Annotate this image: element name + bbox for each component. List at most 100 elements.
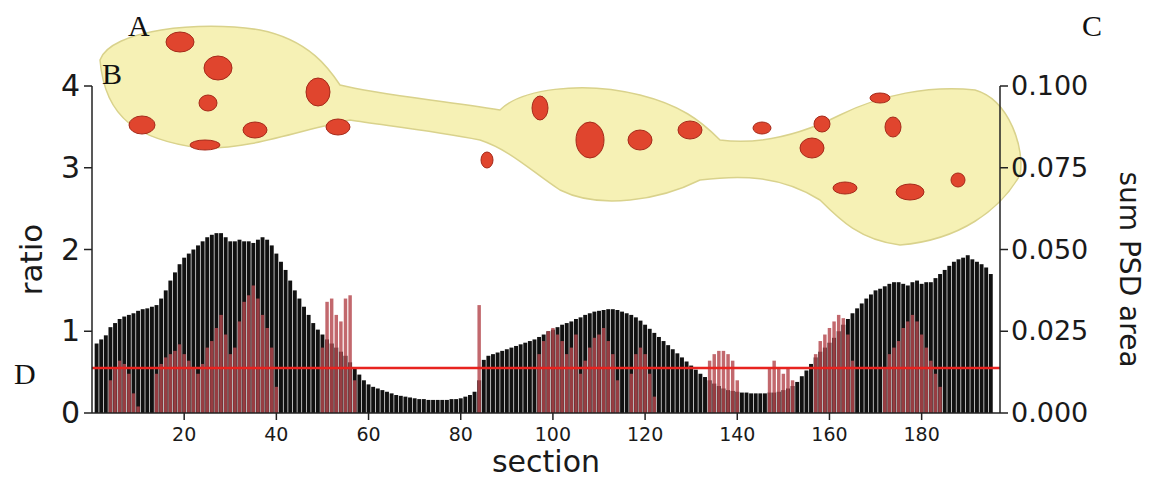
y2-tick-label: 0.025: [1011, 315, 1088, 346]
ratio-bar: [947, 266, 951, 413]
psd-bar: [713, 354, 716, 413]
y2-tick-label: 0.100: [1011, 70, 1088, 101]
psd-bar: [842, 318, 845, 413]
ratio-bar: [288, 281, 292, 413]
ratio-bar: [537, 337, 541, 413]
x-tick: [737, 413, 739, 420]
psd-bar: [560, 341, 563, 413]
psd-bar: [477, 305, 480, 413]
ratio-bar: [150, 307, 154, 413]
ratio-bar: [136, 311, 140, 413]
ratio-bar: [491, 354, 495, 413]
ratio-bar: [574, 319, 578, 413]
dendrite-surface: [100, 26, 1021, 245]
ratio-bar: [634, 317, 638, 413]
psd-bar: [920, 335, 923, 413]
psd-bar: [901, 328, 904, 413]
ratio-bar: [611, 309, 615, 413]
y-tick: [84, 331, 92, 333]
y-tick: [84, 249, 92, 251]
ratio-bar: [957, 259, 961, 413]
y-tick-label: 4: [61, 68, 80, 103]
psd-bar: [215, 328, 218, 413]
ratio-bar: [141, 309, 145, 413]
ratio-bar: [307, 315, 311, 413]
y2-tick: [1000, 85, 1008, 87]
x-tick: [183, 413, 185, 420]
ratio-bar: [883, 286, 887, 413]
ratio-bar: [196, 245, 200, 413]
ratio-bar: [242, 241, 246, 413]
ratio-bar: [588, 313, 592, 413]
psd-patch: [481, 152, 493, 168]
ratio-bar: [920, 284, 924, 413]
ratio-bar: [251, 243, 255, 413]
ratio-bar: [118, 319, 122, 413]
psd-bar: [182, 354, 185, 413]
psd-bar: [777, 367, 780, 413]
psd-bar: [648, 374, 651, 413]
psd-bar: [722, 351, 725, 413]
ratio-bar: [906, 285, 910, 413]
y-tick-label: 1: [61, 313, 80, 348]
x-tick-label: 180: [904, 423, 940, 445]
psd-bar: [736, 380, 739, 413]
ratio-bar: [897, 282, 901, 413]
psd-bar: [159, 364, 162, 413]
ratio-bar: [500, 351, 504, 413]
ratio-bar: [233, 241, 237, 413]
psd-bar: [897, 341, 900, 413]
y-tick: [84, 412, 92, 414]
y2-tick-label: 0.075: [1011, 152, 1088, 183]
ratio-bar: [745, 393, 749, 413]
psd-bar: [602, 328, 605, 413]
psd-bar: [113, 367, 116, 413]
ratio-bar: [523, 343, 527, 413]
ratio-bar: [592, 312, 596, 413]
x-tick: [276, 413, 278, 420]
psd-bar: [556, 335, 559, 413]
ratio-bar: [675, 353, 679, 413]
ratio-bar: [399, 396, 403, 413]
psd-bar: [888, 354, 891, 413]
ratio-bar: [878, 289, 882, 413]
ratio-bar: [620, 312, 624, 413]
psd-bar: [173, 351, 176, 413]
x-tick: [829, 413, 831, 420]
ratio-bar: [201, 241, 205, 413]
ratio-bar: [763, 393, 767, 413]
psd-bar: [726, 354, 729, 413]
ratio-bar: [952, 262, 956, 413]
panel-label: B: [102, 57, 122, 90]
ratio-bar: [371, 387, 375, 413]
psd-bar: [782, 374, 785, 413]
ratio-bar: [980, 264, 984, 413]
ratio-bar: [224, 237, 228, 413]
psd-bar: [892, 348, 895, 413]
ratio-bar: [652, 333, 656, 413]
ratio-bar: [210, 235, 214, 413]
psd-bar: [547, 331, 550, 413]
psd-bar: [537, 354, 540, 413]
ratio-bar: [279, 262, 283, 413]
ratio-bar: [943, 270, 947, 413]
psd-bar: [606, 341, 609, 413]
ratio-bar: [606, 309, 610, 413]
y-tick-label: 3: [61, 150, 80, 185]
ratio-bar: [496, 353, 500, 413]
psd-bar: [814, 354, 817, 413]
psd-bar: [911, 315, 914, 413]
ratio-bar: [265, 240, 269, 413]
psd-bar: [593, 338, 596, 413]
ratio-bar: [145, 308, 149, 413]
ratio-bar: [698, 374, 702, 413]
psd-bar: [325, 302, 328, 413]
psd-patch: [870, 93, 890, 103]
x-tick: [921, 413, 923, 420]
ratio-bar: [431, 400, 435, 413]
psd-patch: [814, 116, 830, 132]
figure: 012340.0000.0250.0500.0750.1002040608010…: [0, 0, 1156, 483]
psd-bar: [321, 348, 324, 413]
ratio-bar: [104, 335, 108, 413]
y-tick-label: 0: [61, 395, 80, 430]
